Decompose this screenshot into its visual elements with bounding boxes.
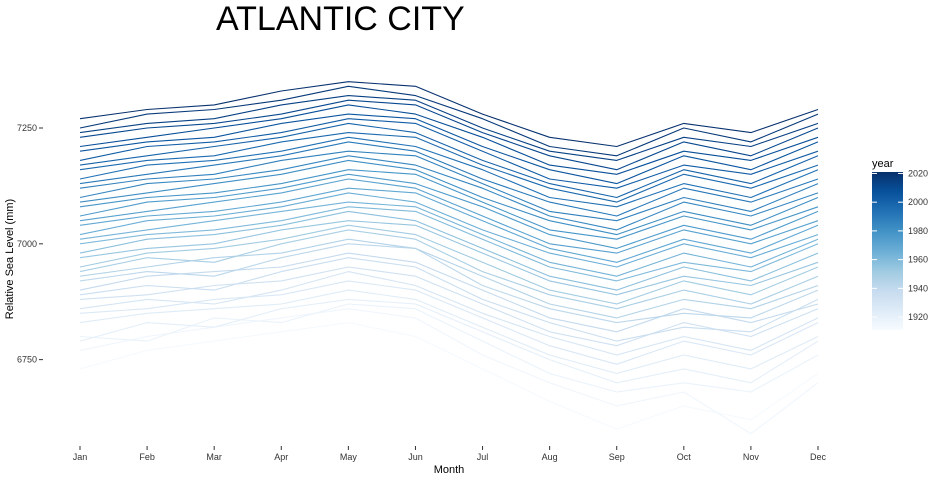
series-line-1951 xyxy=(79,224,819,305)
x-tick-label: Jul xyxy=(477,452,489,462)
series-line-2008 xyxy=(79,104,819,175)
series-line-1948 xyxy=(79,229,819,310)
series-line-1936 xyxy=(79,257,819,342)
x-tick-label: May xyxy=(340,452,358,462)
series-line-1984 xyxy=(79,155,819,231)
legend-colorbar xyxy=(872,172,903,330)
y-axis-title: Relative Sea Level (mm) xyxy=(4,199,16,319)
legend: year 1920 1940 1960 1980 2000 2020 xyxy=(872,158,928,330)
series-line-1972 xyxy=(79,178,819,254)
legend-tick-label: 2000 xyxy=(908,197,928,207)
series-line-1927 xyxy=(79,280,819,365)
x-tick-label: Apr xyxy=(274,452,288,462)
x-tick-label: Aug xyxy=(542,452,558,462)
series-line-2017 xyxy=(79,85,819,157)
series-line-1999 xyxy=(79,122,819,199)
series-line-1942 xyxy=(79,243,819,324)
x-tick-label: Feb xyxy=(139,452,155,462)
legend-tick-label: 2020 xyxy=(908,168,928,178)
y-tick-label: 7250 xyxy=(17,123,37,133)
series-line-1966 xyxy=(79,192,819,268)
series-line-1969 xyxy=(79,187,819,263)
series-line-2005 xyxy=(79,113,819,185)
series-line-1957 xyxy=(79,210,819,291)
y-tick-label: 7000 xyxy=(17,239,37,249)
series-line-2011 xyxy=(79,99,819,171)
series-lines xyxy=(79,81,819,435)
legend-tick-label: 1980 xyxy=(908,226,928,236)
legend-tick-label: 1920 xyxy=(908,312,928,322)
series-line-1921 xyxy=(79,298,819,384)
series-line-2020 xyxy=(79,81,819,148)
x-tick-label: Mar xyxy=(206,452,222,462)
x-tick-label: Oct xyxy=(677,452,692,462)
series-line-1960 xyxy=(79,206,819,282)
x-tick-label: Dec xyxy=(810,452,827,462)
x-tick-label: Jan xyxy=(73,452,88,462)
legend-tick-label: 1940 xyxy=(908,283,928,293)
legend-tick-label: 1960 xyxy=(908,255,928,265)
series-line-1939 xyxy=(79,252,819,333)
series-line-1990 xyxy=(79,141,819,217)
x-axis-title: Month xyxy=(434,464,465,476)
y-axis: 6750 7000 7250 xyxy=(17,123,43,365)
series-line-1945 xyxy=(79,238,819,319)
series-line-1933 xyxy=(79,266,819,347)
x-tick-label: Jun xyxy=(408,452,423,462)
series-line-1963 xyxy=(79,201,819,277)
y-tick-label: 6750 xyxy=(17,355,37,365)
x-tick-label: Sep xyxy=(609,452,625,462)
series-line-1978 xyxy=(79,169,819,240)
series-line-1912 xyxy=(79,322,819,430)
chart-title: ATLANTIC CITY xyxy=(216,0,465,38)
series-line-1987 xyxy=(79,150,819,222)
series-line-1918 xyxy=(79,303,819,393)
series-line-1915 xyxy=(79,308,819,435)
legend-ticks: 1920 1940 1960 1980 2000 2020 xyxy=(872,168,928,322)
series-line-1930 xyxy=(79,271,819,356)
x-axis: Jan Feb Mar Apr May Jun Jul Aug Sep Oct Nov Dec xyxy=(73,446,827,462)
series-line-1924 xyxy=(79,289,819,375)
series-line-1996 xyxy=(79,132,819,203)
series-line-1993 xyxy=(79,136,819,208)
series-line-2014 xyxy=(79,95,819,161)
series-line-2002 xyxy=(79,118,819,189)
series-line-1981 xyxy=(79,159,819,236)
legend-title: year xyxy=(872,158,894,170)
x-tick-label: Nov xyxy=(743,452,760,462)
series-line-1954 xyxy=(79,220,819,296)
series-line-1975 xyxy=(79,173,819,249)
